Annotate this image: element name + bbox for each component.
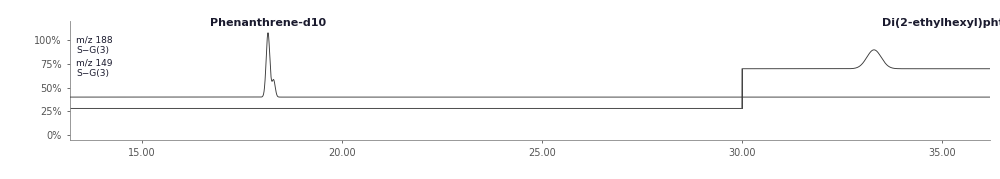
- Text: Di(2-ethylhexyl)phthalate: Di(2-ethylhexyl)phthalate: [882, 18, 1000, 28]
- Text: S−G(3): S−G(3): [76, 69, 109, 78]
- Text: m/z 149: m/z 149: [76, 59, 112, 67]
- Text: m/z 188: m/z 188: [76, 36, 113, 45]
- Text: S−G(3): S−G(3): [76, 46, 109, 55]
- Text: Phenanthrene-d10: Phenanthrene-d10: [210, 18, 326, 28]
